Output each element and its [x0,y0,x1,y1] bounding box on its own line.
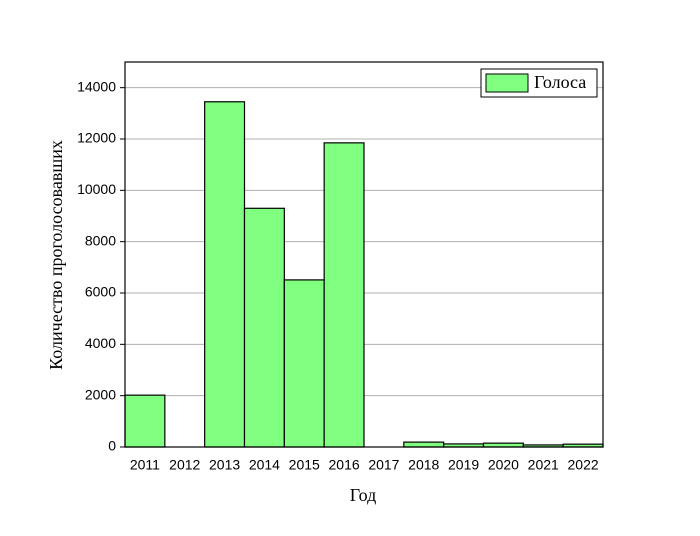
x-tick-label: 2015 [289,457,320,473]
x-tick-label: 2019 [448,457,479,473]
bar [283,279,325,448]
y-tick-label: 14000 [77,78,116,94]
y-tick-label: 4000 [85,335,116,351]
y-tick-label: 10000 [77,181,116,197]
bar [243,207,285,448]
bar [403,441,445,448]
y-tick-label: 2000 [85,386,116,402]
x-tick-label: 2016 [329,457,360,473]
x-axis-title: Год [350,485,376,505]
x-tick-label: 2018 [408,457,439,473]
plot-frame [124,61,604,448]
x-tick-label: 2013 [209,457,240,473]
y-tick-label: 8000 [85,232,116,248]
bar [323,142,365,448]
x-tick-label: 2014 [249,457,280,473]
x-tick-label: 2020 [488,457,519,473]
x-tick-label: 2017 [368,457,399,473]
x-tick-label: 2021 [528,457,559,473]
x-tick-label: 2011 [130,457,160,473]
y-tick-label: 0 [108,438,116,454]
legend-label: Голоса [534,72,586,92]
legend-swatch [485,73,529,93]
x-tick-label: 2012 [169,457,200,473]
y-tick-label: 6000 [85,284,116,300]
bar [204,101,246,448]
bar [124,394,166,448]
y-tick-label: 12000 [77,130,116,146]
y-axis-title: Количество проголосовавших [46,140,66,370]
x-tick-label: 2022 [568,457,599,473]
